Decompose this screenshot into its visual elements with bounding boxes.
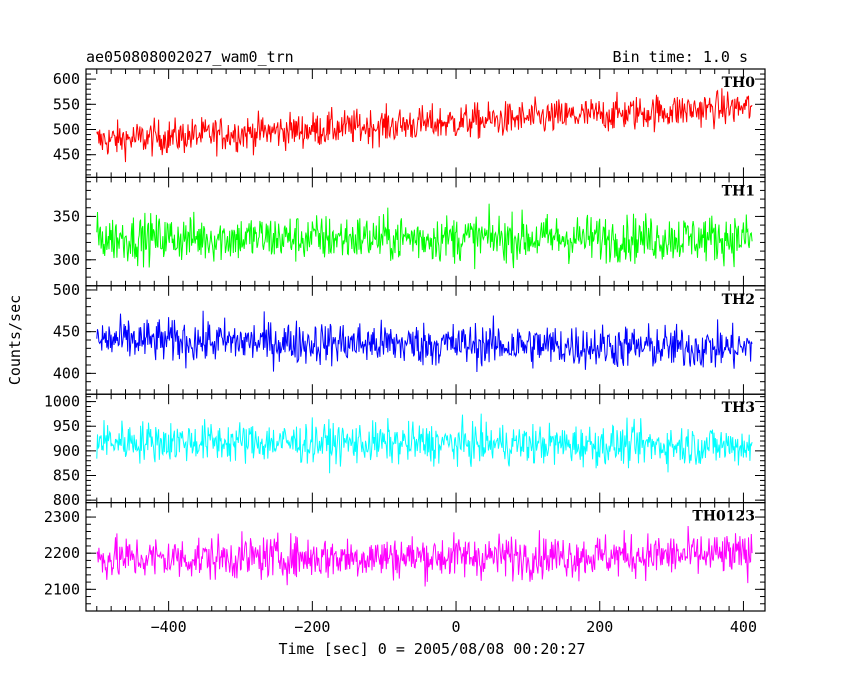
y-tick-label: 800 <box>53 491 80 509</box>
x-tick-label: −400 <box>151 618 187 636</box>
y-tick-label: 2200 <box>44 544 80 562</box>
y-tick-label: 2100 <box>44 580 80 598</box>
bin-time-label: Bin time: 1.0 s <box>613 48 748 66</box>
chart-title: ae050808002027_wam0_trn <box>86 48 294 66</box>
series-line-th0 <box>96 88 753 163</box>
y-tick-label: 500 <box>53 281 80 299</box>
x-axis: −400 −200 0 200 400 <box>151 618 757 636</box>
series-line-th0123 <box>96 525 753 587</box>
series-label-th2: TH2 <box>722 292 755 308</box>
x-tick-label: 200 <box>586 618 613 636</box>
y-tick-label: 300 <box>53 251 80 269</box>
y-tick-label: 550 <box>53 95 80 113</box>
y-tick-label: 450 <box>53 146 80 164</box>
series-line-th3 <box>96 413 753 474</box>
panel-th1: 300 350 TH1 <box>53 176 766 287</box>
series-label-th1: TH1 <box>722 183 755 199</box>
y-tick-label: 600 <box>53 70 80 88</box>
series-line-th2 <box>96 310 753 373</box>
y-tick-label: 350 <box>53 207 80 225</box>
series-label-th0: TH0 <box>722 75 756 91</box>
y-tick-label: 400 <box>53 364 80 382</box>
x-tick-label: 0 <box>452 618 461 636</box>
panel-th0123: 2100 2200 2300 TH0123 <box>44 502 766 612</box>
panel-frame <box>85 502 766 612</box>
y-tick-label: 500 <box>53 121 80 139</box>
series-line-th1 <box>96 203 753 270</box>
series-label-th3: TH3 <box>722 400 755 416</box>
y-tick-label: 850 <box>53 467 80 485</box>
panel-th0: 450 500 550 600 TH0 <box>53 68 766 179</box>
y-tick-label: 1000 <box>44 393 80 411</box>
panel-th3: 800 850 900 950 1000 TH3 <box>44 393 766 509</box>
panel-th2: 400 450 500 TH2 <box>53 281 766 395</box>
y-axis-label: Counts/sec <box>6 295 24 385</box>
y-tick-label: 450 <box>53 323 80 341</box>
y-tick-label: 2300 <box>44 508 80 526</box>
y-tick-label: 900 <box>53 442 80 460</box>
y-tick-label: 950 <box>53 417 80 435</box>
x-axis-label: Time [sec] 0 = 2005/08/08 00:20:27 <box>278 640 585 658</box>
series-label-th0123: TH0123 <box>692 509 755 525</box>
x-tick-label: 400 <box>730 618 757 636</box>
x-tick-label: −200 <box>294 618 330 636</box>
